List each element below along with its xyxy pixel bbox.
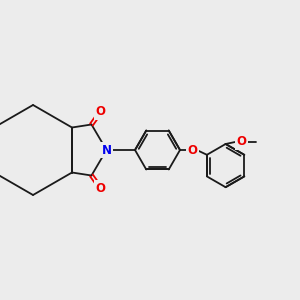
Text: O: O	[188, 143, 198, 157]
Text: N: N	[101, 143, 112, 157]
Text: O: O	[95, 182, 106, 195]
Text: O: O	[236, 135, 246, 148]
Text: O: O	[95, 105, 106, 119]
